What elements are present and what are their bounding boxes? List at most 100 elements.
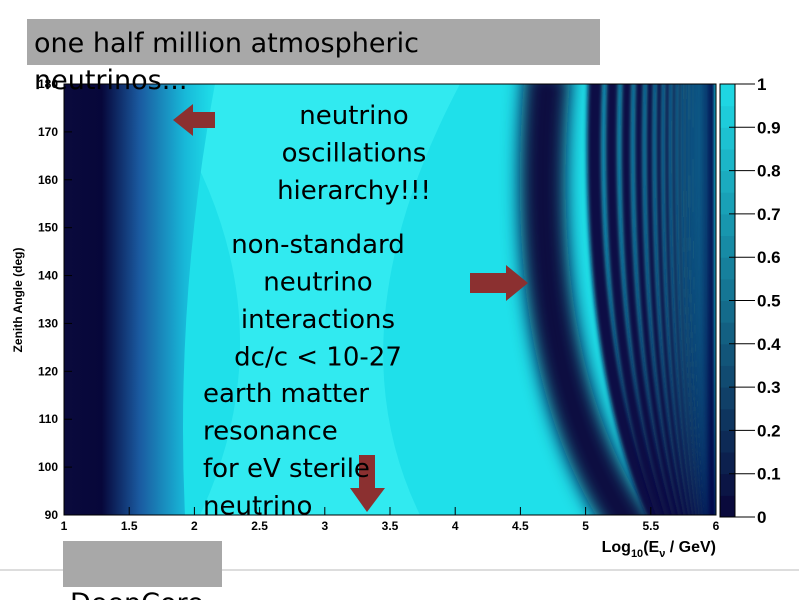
stripe — [605, 84, 670, 515]
arrows — [173, 104, 528, 512]
colorbar-tick-label: 0.6 — [757, 248, 781, 267]
colorbar-step — [720, 343, 735, 366]
colorbar-tick-label: 0.4 — [757, 335, 781, 354]
oscillogram: 1 1.5 2 2.5 3 3.5 4 4.5 5 5.5 6 90 100 110 120 130 140 15… — [38, 77, 720, 533]
colorbar-step — [720, 148, 735, 172]
stripe — [655, 84, 691, 515]
y-tick-label: 120 — [38, 364, 58, 378]
x-tick-label: 2 — [191, 519, 198, 533]
annotation-line: non-standard — [231, 230, 405, 260]
title-line: neutrinos... — [34, 65, 187, 96]
colorbar-step — [720, 105, 735, 128]
y-tick-label: 100 — [38, 460, 58, 474]
arrow-left — [173, 104, 215, 136]
colorbar-step — [720, 495, 735, 518]
colorbar-step — [720, 387, 735, 410]
footer: DeepCore — [70, 588, 204, 600]
stripe — [671, 84, 698, 515]
annotation-line: interactions — [241, 305, 395, 335]
x-axis-label-part: 10 — [631, 548, 643, 560]
x-tick-label: 3.5 — [382, 519, 399, 533]
arrow-right — [470, 265, 528, 301]
title-line: one half million atmospheric — [34, 28, 419, 59]
y-tick-label: 150 — [38, 221, 58, 235]
stripe — [702, 84, 711, 515]
colorbar-tick-label: 0.8 — [757, 162, 781, 181]
annotation-line: hierarchy!!! — [277, 176, 431, 206]
stripe — [633, 84, 682, 515]
arrow-down — [350, 455, 385, 512]
colorbar-step — [720, 278, 735, 301]
x-tick-label: 5.5 — [642, 519, 659, 533]
annotation-line: neutrino — [299, 101, 408, 131]
x-tick-label: 5 — [582, 519, 589, 533]
y-tick-label: 110 — [39, 412, 59, 426]
colorbar-step — [720, 235, 735, 258]
annotation-line: neutrino — [203, 492, 312, 522]
footer-box — [63, 541, 222, 587]
colorbar-tick-label: 0.1 — [757, 465, 781, 484]
colorbar-step — [720, 452, 735, 475]
annotation-line: for eV sterile — [203, 454, 370, 484]
annotation-line: resonance — [203, 417, 338, 447]
x-axis-label-part: / GeV) — [665, 539, 716, 556]
y-tick-label: 140 — [38, 269, 58, 283]
stripe — [645, 84, 687, 515]
colorbar-step — [720, 430, 735, 453]
y-tick-label: 180 — [38, 77, 58, 91]
colorbar-step — [720, 127, 735, 150]
annotation-line: oscillations — [282, 139, 427, 169]
x-tick-label: 4.5 — [512, 519, 529, 533]
x-tick-label: 3 — [321, 519, 328, 533]
x-tick-label: 1 — [61, 519, 68, 533]
colorbar-tick-label: 0.3 — [757, 378, 781, 397]
colorbar-tick-label: 0.7 — [757, 205, 781, 224]
stripe — [711, 84, 716, 515]
colorbar-step — [720, 257, 735, 280]
stripe — [700, 84, 710, 515]
colorbar-step — [720, 213, 735, 237]
stripe — [663, 84, 695, 515]
y-tick-label: 130 — [38, 316, 58, 330]
x-axis-label: Log10(Eν / GeV) — [602, 539, 716, 560]
heatmap — [64, 84, 716, 515]
dark-band — [519, 84, 651, 515]
colorbar-tick-label: 0.2 — [757, 421, 781, 440]
colorbar-step — [720, 84, 735, 107]
annotation-line: neutrino — [263, 268, 372, 298]
colorbar-step — [720, 408, 735, 431]
y-tick-label: 170 — [38, 125, 58, 139]
x-tick-label: 6 — [713, 519, 720, 533]
x-axis-label-part: Log — [602, 539, 631, 556]
colorbar-step — [720, 473, 735, 496]
title-box — [27, 19, 600, 65]
y-tick-label: 160 — [38, 173, 58, 187]
x-tick-label: 4 — [452, 519, 459, 533]
stripe — [586, 84, 663, 515]
colorbar-step — [720, 365, 735, 388]
stripe — [691, 84, 706, 515]
colorbar: 0 0.1 0.2 0.3 0.4 0.5 0.6 0.7 0.8 0.9 1 — [719, 75, 781, 527]
stripe — [620, 84, 677, 515]
x-tick-label: 2.5 — [251, 519, 268, 533]
annotation-line: earth matter — [203, 379, 369, 409]
colorbar-step — [720, 300, 735, 323]
stripe — [682, 84, 703, 515]
stripe — [694, 84, 708, 515]
colorbar-tick-label: 0 — [757, 508, 766, 527]
x-axis-label-part: ν — [659, 548, 665, 560]
annotation-line: dc/c < 10-27 — [234, 343, 402, 373]
x-tick-label: 1.5 — [121, 519, 138, 533]
y-tick-label: 90 — [45, 508, 59, 522]
stripe — [687, 84, 704, 515]
colorbar-step — [720, 170, 735, 193]
colorbar-tick-label: 1 — [757, 75, 766, 94]
y-axis-label: Zenith Angle (deg) — [11, 248, 25, 353]
stripe — [697, 84, 709, 515]
colorbar-step — [720, 322, 735, 345]
x-axis-label-part: (E — [643, 539, 659, 556]
colorbar-tick-label: 0.9 — [757, 118, 781, 137]
colorbar-tick-label: 0.5 — [757, 292, 781, 311]
stripe — [677, 84, 700, 515]
